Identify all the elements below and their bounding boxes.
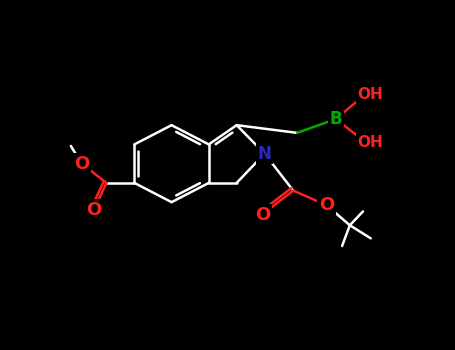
Text: O: O bbox=[86, 201, 102, 219]
Text: OH: OH bbox=[357, 87, 383, 102]
Text: N: N bbox=[258, 145, 272, 163]
Text: OH: OH bbox=[357, 135, 383, 149]
Text: O: O bbox=[74, 155, 89, 173]
Text: O: O bbox=[319, 196, 334, 214]
Text: O: O bbox=[255, 206, 271, 224]
Text: B: B bbox=[329, 110, 342, 128]
